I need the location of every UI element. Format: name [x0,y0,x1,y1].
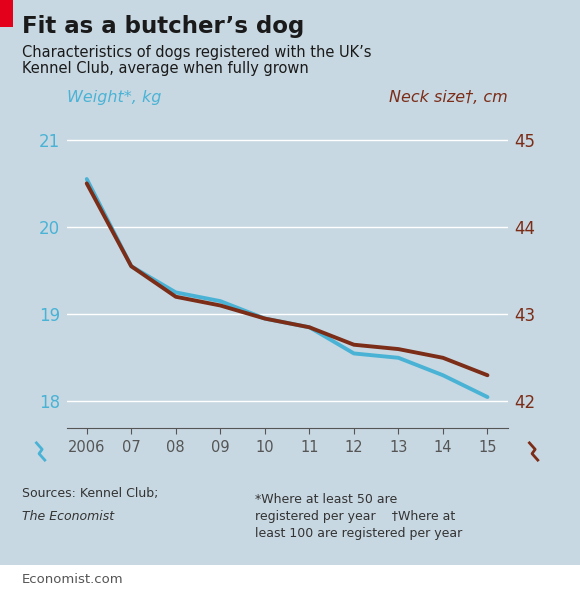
Text: Characteristics of dogs registered with the UK’s: Characteristics of dogs registered with … [22,45,372,60]
Text: Weight*, kg: Weight*, kg [67,90,161,105]
Text: Sources: Kennel Club;: Sources: Kennel Club; [22,487,158,501]
Text: Fit as a butcher’s dog: Fit as a butcher’s dog [22,15,305,38]
Text: Neck size†, cm: Neck size†, cm [389,90,508,105]
Text: *Where at least 50 are
registered per year    †Where at
least 100 are registered: *Where at least 50 are registered per ye… [255,493,462,541]
Text: The Economist: The Economist [22,510,114,523]
Text: Kennel Club, average when fully grown: Kennel Club, average when fully grown [22,61,309,76]
Text: Economist.com: Economist.com [22,573,124,586]
